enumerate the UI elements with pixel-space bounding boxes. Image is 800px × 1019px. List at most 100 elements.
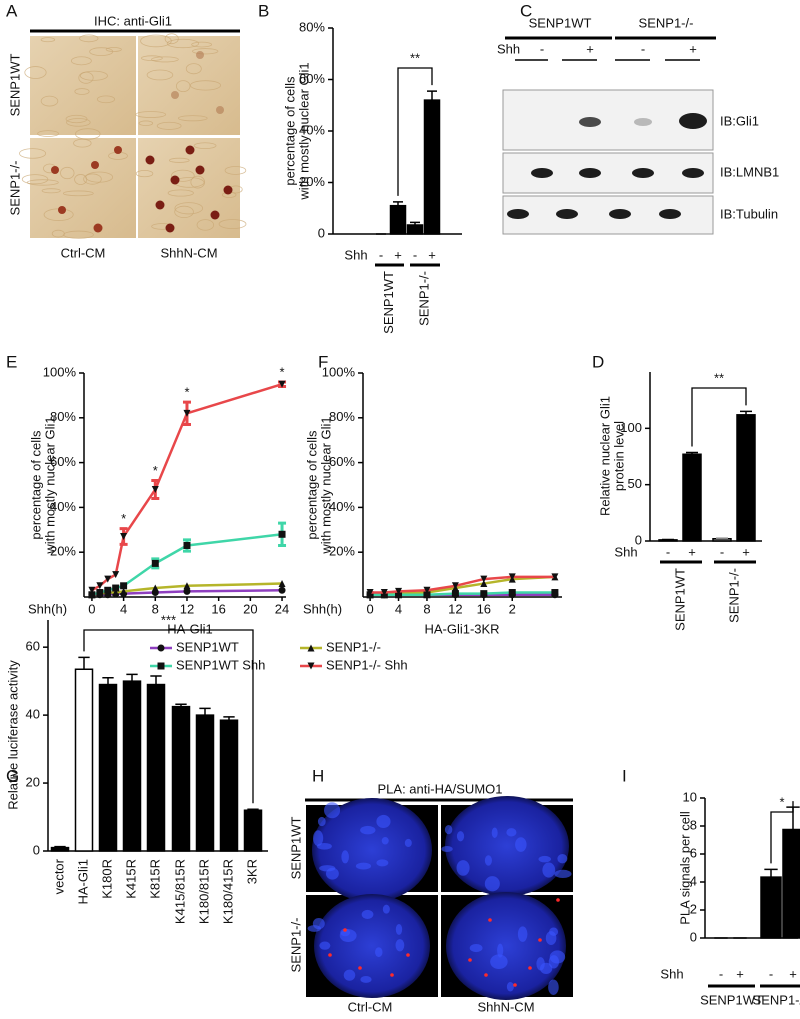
band: [609, 209, 631, 219]
cell-texture: [167, 189, 194, 197]
band: [679, 113, 707, 129]
band: [579, 117, 601, 127]
blob: [515, 837, 527, 852]
marker: [307, 644, 315, 652]
blob: [319, 941, 331, 950]
band: [531, 168, 553, 178]
column-label: Ctrl-CM: [61, 245, 106, 260]
y-tick-label: 80%: [329, 409, 355, 424]
y-tick-label: 6: [690, 845, 697, 860]
group-label: SENP1-/-: [416, 271, 431, 326]
marker: [551, 589, 559, 597]
group-label: SENP1-/-: [639, 15, 694, 30]
cell-texture: [41, 188, 61, 194]
blob: [376, 859, 389, 867]
significance-bracket: [397, 67, 433, 196]
blob: [381, 837, 389, 845]
cells: [19, 33, 247, 239]
marker: [151, 559, 159, 567]
column-label: Ctrl-CM: [348, 999, 393, 1014]
cell-texture: [218, 219, 247, 230]
pla-signal: [538, 938, 542, 942]
cell-texture: [60, 166, 75, 180]
panel-letter: D: [592, 352, 604, 371]
marker: [395, 587, 403, 595]
blob: [536, 957, 545, 971]
nucleus-stain: [210, 210, 220, 220]
cell-texture: [63, 230, 94, 239]
bar: [389, 204, 407, 235]
x-tick-label: K415/815R: [172, 859, 187, 924]
marker: [88, 591, 96, 599]
y-tick-label: 40%: [329, 499, 355, 514]
cell-texture: [177, 115, 208, 122]
panel-letter: E: [6, 352, 17, 371]
y-axis-label: PLA signals per cell: [677, 811, 692, 925]
cell-texture: [19, 148, 47, 159]
marker: [423, 591, 431, 599]
x-tick-label: HA-Gli1: [75, 859, 90, 905]
cell-texture: [135, 111, 167, 118]
marker: [380, 589, 388, 597]
marker: [278, 530, 286, 538]
error-bar: [126, 673, 138, 682]
y-tick-label: 60%: [299, 71, 325, 86]
line: [370, 575, 555, 594]
cell-texture: [174, 205, 194, 219]
x-axis-title: HA-Gli1-3KR: [424, 621, 499, 636]
cell-texture: [166, 38, 200, 49]
significance-label: **: [410, 50, 420, 65]
column-label: ShhN-CM: [160, 245, 217, 260]
panel-letter: H: [312, 766, 324, 785]
bar: [712, 537, 732, 542]
band: [556, 209, 578, 219]
blob: [548, 955, 560, 969]
bar: [219, 719, 239, 852]
nucleus-stain: [155, 200, 165, 210]
marker: [151, 485, 159, 493]
y-tick-label: 20%: [50, 544, 76, 559]
blob: [456, 831, 465, 842]
x-axis-label: Shh(h): [303, 601, 342, 616]
nucleus: [314, 894, 430, 998]
cell-texture: [164, 33, 179, 45]
cell-texture: [65, 114, 88, 124]
cell-stain: [171, 91, 179, 99]
marker: [120, 582, 128, 590]
blob: [456, 860, 470, 876]
treatment-sign: +: [586, 41, 594, 56]
column-label: ShhN-CM: [477, 999, 534, 1014]
significance-label: *: [280, 364, 285, 379]
cell-texture: [40, 95, 59, 107]
blob: [360, 825, 376, 835]
marker: [508, 573, 516, 581]
nucleus-stain: [195, 165, 205, 175]
x-tick-label: K180/415R: [220, 859, 235, 924]
bar: [74, 668, 94, 852]
y-tick-label: 80%: [299, 19, 325, 34]
marker: [278, 580, 286, 588]
x-tick-label: 12: [180, 601, 194, 616]
error-bar: [410, 221, 420, 225]
micrograph: [138, 138, 240, 238]
marker: [96, 589, 104, 597]
pla-signal: [484, 973, 488, 977]
cell-texture: [176, 80, 191, 93]
y-tick-label: 8: [690, 817, 697, 832]
x-tick-label: 3KR: [244, 859, 259, 884]
cell-texture: [26, 179, 59, 186]
x-axis-title: HA-Gli1: [167, 621, 213, 636]
y-tick-label: 0: [33, 842, 40, 857]
x-tick-label: 16: [477, 601, 491, 616]
error-bar: [764, 868, 778, 878]
significance-label: *: [121, 511, 126, 526]
error-bar: [716, 537, 728, 539]
bar: [782, 828, 800, 939]
blot-label: IB:Gli1: [720, 113, 759, 128]
marker: [480, 590, 488, 598]
marker: [157, 662, 165, 670]
nucleus: [312, 798, 432, 902]
x-tick-label: -: [719, 966, 723, 981]
band: [682, 168, 704, 178]
